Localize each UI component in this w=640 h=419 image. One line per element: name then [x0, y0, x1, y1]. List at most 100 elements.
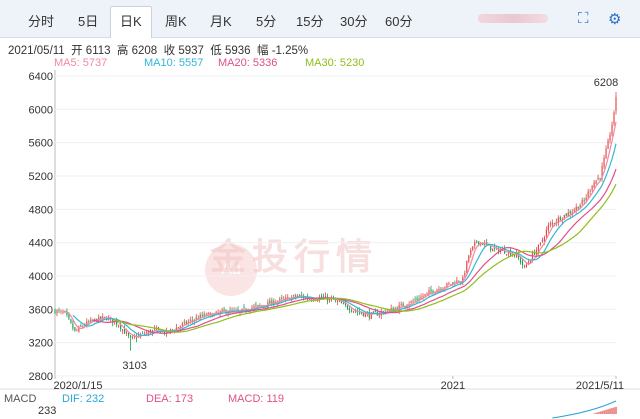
candle-body: [66, 310, 68, 316]
candle-body: [611, 124, 613, 135]
candle-body: [424, 293, 426, 296]
change-label: 幅: [256, 45, 269, 57]
candle-body: [187, 321, 189, 323]
candle-body: [591, 186, 593, 190]
candle-body: [195, 317, 197, 320]
candle-body: [426, 292, 428, 294]
candle-body: [505, 254, 508, 255]
candle-body: [492, 248, 494, 252]
candle-body: [362, 312, 364, 316]
candle-body: [251, 307, 253, 309]
y-tick-label: 6400: [29, 71, 53, 83]
blurred-text: [478, 14, 548, 23]
candle-body: [448, 283, 450, 285]
candle-body: [364, 313, 366, 317]
candle-body: [452, 282, 454, 284]
candle-body: [279, 298, 281, 301]
candle-body: [434, 292, 436, 294]
candle-body: [440, 289, 442, 291]
candle-body: [62, 312, 64, 313]
candle-body: [86, 321, 88, 326]
macd-bar: [615, 406, 617, 414]
candle-body: [597, 177, 599, 180]
candle-body: [488, 244, 490, 246]
tab-timeshare[interactable]: 分时: [28, 14, 55, 29]
candle-body: [450, 284, 452, 285]
candle-body: [607, 140, 609, 149]
candle-body: [615, 96, 617, 111]
candle-body: [309, 299, 311, 300]
ma20-line: [92, 168, 617, 334]
candle-body: [124, 328, 126, 334]
candle-body: [328, 298, 331, 301]
ma30-label: MA30: 5230: [305, 57, 365, 69]
macd-bar: [613, 407, 615, 414]
candle-body: [605, 148, 607, 159]
candle-body: [575, 206, 577, 211]
candle-body: [609, 134, 611, 141]
tab-30min[interactable]: 30分: [340, 14, 368, 29]
candle-body: [80, 325, 82, 327]
x-tick-label: 2020/1/15: [54, 380, 103, 392]
candle-body: [577, 206, 579, 209]
candle-body: [420, 296, 422, 300]
ma30-line: [112, 183, 617, 333]
tab-weekly-k[interactable]: 周K: [165, 14, 187, 29]
candle-body: [386, 311, 388, 312]
tab-daily-k[interactable]: 日K: [110, 6, 152, 38]
candle-body: [390, 308, 392, 311]
candle-body: [517, 254, 520, 258]
candle-body: [474, 242, 476, 246]
candle-body: [155, 328, 158, 331]
candle-body: [523, 265, 526, 267]
candle-body: [185, 321, 187, 324]
candle-body: [595, 180, 597, 184]
candle-body: [153, 328, 156, 330]
candle-body: [261, 306, 263, 307]
candle-body: [547, 224, 549, 231]
candle-body: [466, 261, 468, 273]
candle-body: [402, 303, 404, 307]
candle-body: [422, 296, 424, 297]
candle-body: [476, 241, 478, 243]
candle-body: [404, 306, 406, 308]
candle-body: [78, 326, 80, 332]
candle-body: [350, 310, 353, 312]
macd-bar: [605, 409, 607, 414]
open-value: 6113: [85, 45, 111, 57]
candle-body: [545, 229, 547, 237]
candle-body: [163, 330, 166, 334]
candle-body: [100, 316, 102, 320]
dif-label: DIF: 232: [62, 393, 105, 405]
tab-5day[interactable]: 5日: [78, 14, 99, 29]
y-tick-label: 4400: [29, 238, 53, 250]
close-label: 收: [163, 45, 176, 57]
fullscreen-icon[interactable]: ⛶: [578, 10, 589, 27]
candle-body: [257, 305, 259, 307]
price-annotation: 3103: [122, 360, 146, 372]
candle-body: [418, 298, 420, 300]
candle-body: [112, 318, 114, 323]
ma10-line: [72, 143, 617, 337]
macd-bar: [603, 410, 605, 414]
candle-body: [543, 237, 545, 242]
candle-body: [472, 246, 474, 251]
ma20-label: MA20: 5336: [218, 57, 278, 69]
candle-body: [585, 197, 587, 200]
candle-body: [348, 308, 351, 311]
candle-body: [372, 311, 374, 313]
candle-body: [603, 157, 605, 168]
macd-value-label: MACD: 119: [228, 393, 285, 405]
tab-60min[interactable]: 60分: [385, 14, 413, 29]
candle-body: [130, 335, 132, 338]
candle-body: [82, 326, 84, 328]
candle-body: [482, 242, 484, 246]
candle-body: [539, 242, 541, 245]
gear-icon[interactable]: ⚙: [608, 11, 622, 28]
candle-body: [271, 300, 273, 305]
tab-5min[interactable]: 5分: [256, 14, 277, 29]
candle-body: [253, 306, 255, 308]
tab-monthly-k[interactable]: 月K: [210, 14, 232, 29]
candle-body: [549, 223, 551, 225]
tab-15min[interactable]: 15分: [296, 14, 324, 29]
